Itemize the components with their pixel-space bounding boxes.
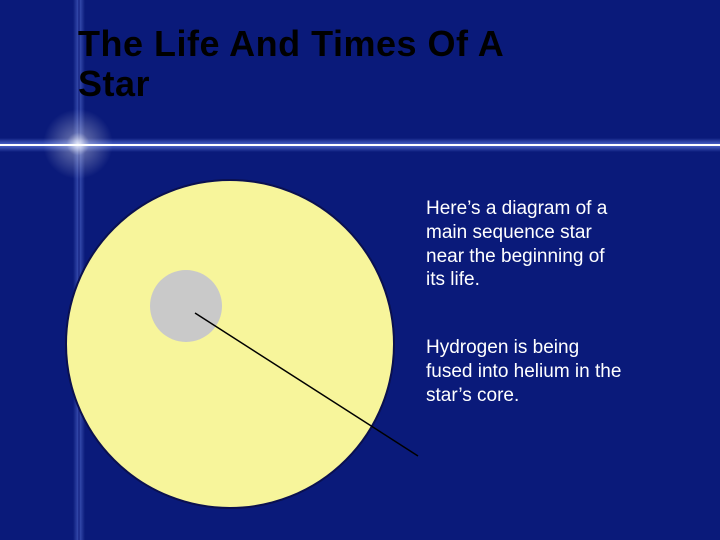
body-paragraph-1: Here’s a diagram of a main sequence star…	[426, 197, 626, 292]
slide-root: The Life And Times Of A Star Here’s a di…	[0, 0, 720, 540]
body-paragraph-2: Hydrogen is being fused into helium in t…	[426, 336, 626, 407]
